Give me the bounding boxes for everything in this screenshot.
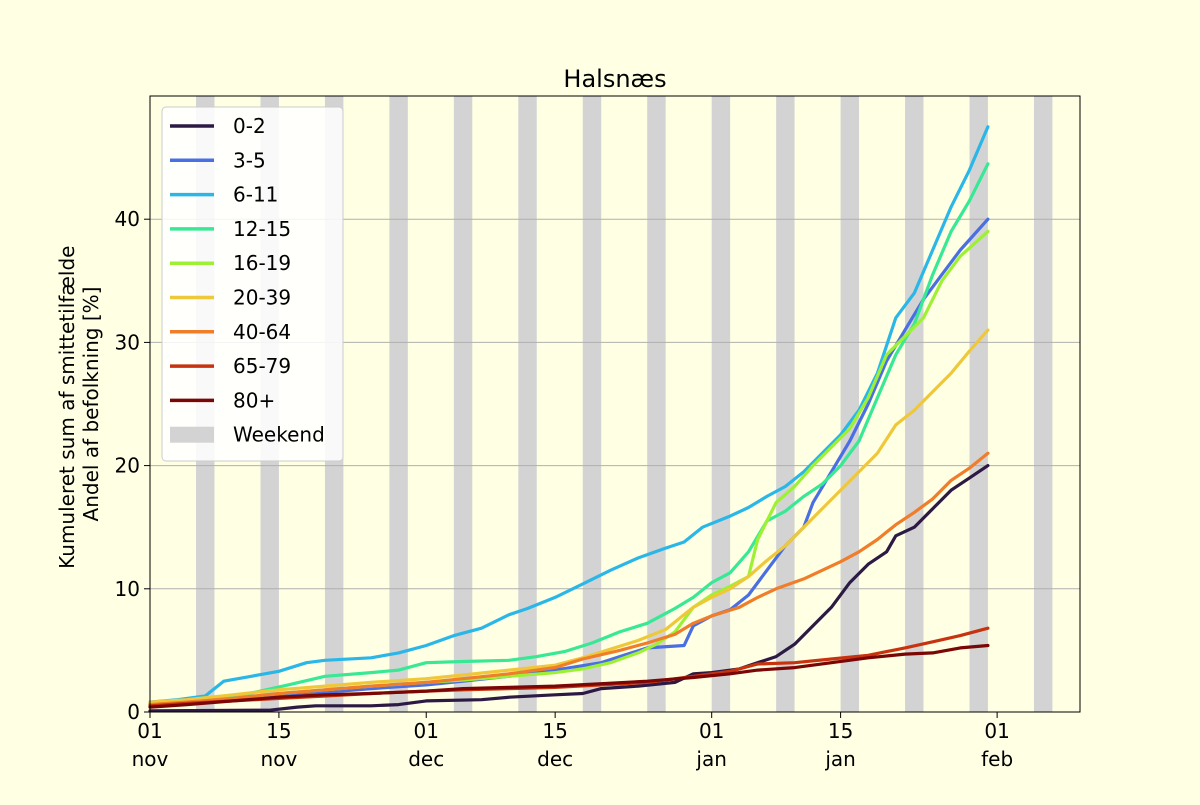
x-tick-label: 15 dec [537, 719, 573, 771]
legend-label: 3-5 [233, 148, 266, 172]
legend-label-weekend: Weekend [233, 423, 325, 447]
x-tick-label: 01 dec [408, 719, 444, 771]
chart-title: Halsnæs [563, 65, 666, 93]
x-tick-label: 01 jan [695, 719, 727, 771]
weekend-band [582, 96, 602, 712]
x-tick-month: feb [981, 747, 1013, 771]
x-tick-label: 01 nov [132, 719, 169, 771]
series-lines [148, 125, 990, 713]
y-tick-label: 0 [127, 700, 140, 724]
x-tick-month: dec [537, 747, 573, 771]
x-tick-month: jan [695, 747, 727, 771]
x-tick-day: 01 [699, 719, 724, 743]
x-tick-month: dec [408, 747, 444, 771]
legend-label: 0-2 [233, 114, 266, 138]
y-tick-label: 30 [115, 330, 140, 354]
weekend-band [518, 96, 537, 712]
y-axis-label: Kumuleret sum af smittetilfælde Andel af… [55, 239, 103, 569]
weekend-band [711, 96, 731, 712]
legend-label: 80+ [233, 388, 275, 412]
x-tick-day: 15 [828, 719, 853, 743]
x-tick-label: 01 feb [981, 719, 1013, 771]
y-tick-label: 20 [115, 454, 140, 478]
x-tick-month: jan [824, 747, 856, 771]
legend-label: 65-79 [233, 354, 291, 378]
legend-label: 40-64 [233, 320, 291, 344]
weekend-band [840, 96, 860, 712]
y-tick-label: 40 [115, 207, 140, 231]
weekend-band [1033, 96, 1053, 712]
x-tick-day: 01 [414, 719, 439, 743]
plot-frame [149, 95, 1081, 713]
y-tick-label: 10 [115, 577, 140, 601]
legend-label: 20-39 [233, 286, 291, 310]
weekend-band [776, 96, 795, 712]
weekend-band [905, 96, 924, 712]
x-tick-day: 01 [984, 719, 1009, 743]
x-tick-label: 15 jan [824, 719, 856, 771]
x-tick-day: 15 [266, 719, 291, 743]
series-line-20-39 [148, 328, 990, 704]
weekend-band [969, 96, 988, 712]
legend-label: 6-11 [233, 183, 278, 207]
x-tick-day: 15 [542, 719, 567, 743]
legend-swatch-weekend [170, 426, 214, 443]
weekend-band [389, 96, 408, 712]
series-line-12-15 [148, 162, 990, 707]
weekend-bands [196, 96, 1053, 712]
x-tick-day: 01 [137, 719, 162, 743]
weekend-band [647, 96, 666, 712]
y-axis-label-line-2: Andel af befolkning [%] [79, 287, 103, 522]
legend-label: 16-19 [233, 251, 291, 275]
series-line-40-64 [148, 451, 990, 707]
weekend-band [453, 96, 473, 712]
series-line-80+ [148, 643, 990, 709]
x-tick-month: nov [261, 747, 298, 771]
legend: 0-2 3-5 6-11 12-15 16-19 20-39 40-64 65-79 80+ We… [161, 106, 344, 462]
y-axis-label-line-1: Kumuleret sum af smittetilfælde [55, 246, 79, 569]
legend-label: 12-15 [233, 217, 291, 241]
x-tick-month: nov [132, 747, 169, 771]
x-tick-label: 15 nov [261, 719, 298, 771]
